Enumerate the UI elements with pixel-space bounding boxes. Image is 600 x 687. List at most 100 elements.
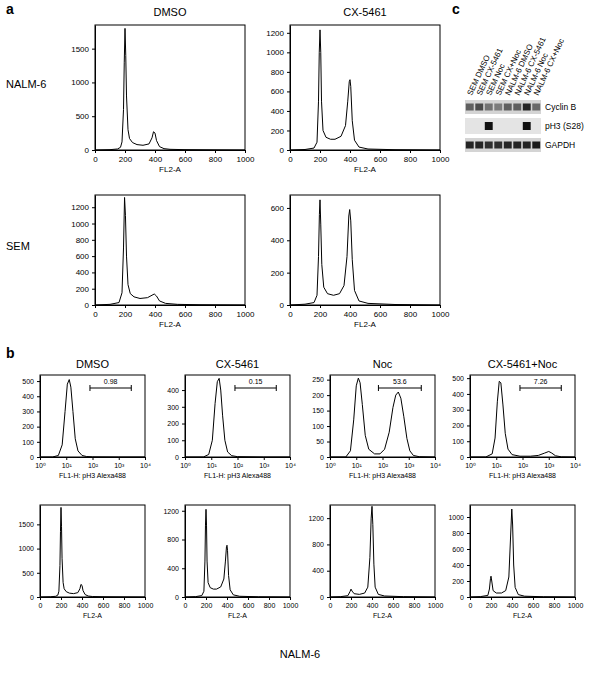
y-axis: 050010001500: [18, 506, 40, 601]
x-axis-title: FL2-A: [513, 612, 532, 619]
histogram-line: [40, 380, 145, 457]
x-tick: 10²: [378, 457, 389, 469]
x-axis-title: FL1-H: pH3 Alexa488: [349, 472, 416, 480]
figure-canvas: aDMSOCX-5461NALM-6SEM0200400600800100005…: [0, 0, 600, 687]
y-tick-label: 1000: [71, 78, 89, 87]
x-tick-label: 10⁰: [325, 462, 336, 469]
y-tick-label: 400: [452, 391, 464, 398]
plot-area: [40, 507, 145, 597]
blot-band: [475, 122, 483, 130]
gate: [235, 385, 276, 391]
x-tick: 1000: [138, 597, 154, 609]
y-axis: 0100200300400500: [452, 375, 470, 461]
gate-cap: [378, 385, 379, 391]
histogram-line: [330, 506, 435, 597]
y-tick-label: 0: [280, 146, 285, 155]
y-tick: 800: [271, 68, 290, 77]
y-tick-label: 1500: [71, 45, 89, 54]
x-tick-label: 400: [222, 602, 234, 609]
x-tick-label: 400: [367, 602, 379, 609]
plot-area: [40, 380, 145, 457]
y-tick: 0: [85, 301, 95, 310]
y-axis: 04008001200: [163, 506, 185, 601]
x-tick: 1000: [432, 305, 450, 319]
histogram-line: [290, 200, 440, 305]
blot-band: [513, 142, 521, 149]
x-tick: 10¹: [207, 457, 218, 469]
blot-strip: [465, 138, 541, 152]
x-tick: 600: [98, 597, 110, 609]
x-tick: 10⁰: [325, 457, 336, 469]
x-tick-label: 600: [374, 310, 388, 319]
y-tick: 800: [76, 236, 95, 245]
blot-strip: [465, 100, 541, 114]
blot-band: [532, 104, 540, 111]
blot-band: [485, 104, 493, 111]
y-tick-label: 400: [76, 268, 90, 277]
x-tick: 600: [374, 150, 388, 164]
blot-band: [494, 142, 502, 149]
y-axis: 04008001200: [308, 506, 330, 601]
x-tick: 0: [39, 597, 43, 609]
y-tick-label: 500: [76, 112, 90, 121]
x-axis: 10⁰10¹10²10³10⁴: [180, 457, 296, 469]
blot-band: [504, 122, 512, 130]
y-tick-label: 800: [271, 68, 285, 77]
x-tick: 1000: [568, 597, 584, 609]
gate-value: 0.15: [249, 378, 263, 385]
y-tick-label: 0: [320, 594, 324, 601]
y-tick: 800: [452, 530, 470, 537]
x-tick: 800: [409, 597, 421, 609]
y-tick-label: 200: [312, 392, 324, 399]
x-tick: 400: [77, 597, 89, 609]
y-tick-label: 600: [452, 546, 464, 553]
x-tick-label: 10⁰: [180, 462, 191, 469]
x-axis: 02004006008001000: [329, 597, 444, 609]
y-tick: 300: [22, 408, 40, 415]
x-tick-label: 400: [149, 155, 163, 164]
x-tick: 0: [184, 597, 188, 609]
x-tick: 800: [404, 150, 418, 164]
gate-cap: [421, 385, 422, 391]
plot-frame: [185, 505, 290, 597]
panel-label: b: [6, 345, 15, 361]
x-tick: 10²: [88, 457, 99, 469]
histogram-panel: 02004006008001000050010001500FL2-A: [71, 25, 255, 174]
y-axis: 020040060080010001200: [71, 196, 95, 311]
y-tick-label: 500: [22, 570, 34, 577]
x-tick-label: 600: [374, 155, 388, 164]
y-tick: 500: [76, 112, 95, 121]
y-tick: 0: [30, 454, 40, 461]
y-tick: 200: [312, 392, 330, 399]
y-tick: 500: [22, 378, 40, 385]
x-tick: 0: [288, 150, 293, 164]
x-tick: 10³: [404, 457, 415, 469]
y-axis: 020040060080010001200: [266, 26, 290, 156]
gate-cap: [89, 385, 90, 391]
histogram-panel: 10⁰10¹10²10³10⁴01002003004000.15FL1-H: p…: [167, 375, 296, 480]
y-tick-label: 300: [452, 406, 464, 413]
y-tick-label: 300: [167, 404, 179, 411]
y-tick: 400: [452, 562, 470, 569]
histogram-panel: 10⁰10¹10²10³10⁴01002003004005000.98FL1-H…: [22, 375, 151, 480]
x-axis: 02004006008001000: [288, 305, 450, 319]
histogram-panel: 0200400600800100004008001200FL2-A: [308, 505, 443, 619]
x-tick: 400: [149, 150, 163, 164]
y-tick: 0: [280, 146, 290, 155]
x-tick: 10⁰: [35, 457, 46, 469]
x-tick-label: 600: [179, 310, 193, 319]
x-tick: 10¹: [352, 457, 363, 469]
y-tick: 500: [22, 570, 40, 577]
x-tick-label: 600: [98, 602, 110, 609]
y-tick: 1500: [18, 521, 40, 528]
x-tick: 800: [264, 597, 276, 609]
y-tick: 200: [271, 269, 290, 278]
x-tick-label: 1000: [432, 310, 450, 319]
column-header: Noc: [373, 358, 393, 370]
x-axis-title: FL2-A: [228, 612, 247, 619]
plot-area: [185, 378, 290, 457]
histogram-line: [470, 381, 575, 457]
y-tick: 1500: [71, 45, 95, 54]
y-tick-label: 400: [167, 565, 179, 572]
y-tick: 200: [271, 127, 290, 136]
